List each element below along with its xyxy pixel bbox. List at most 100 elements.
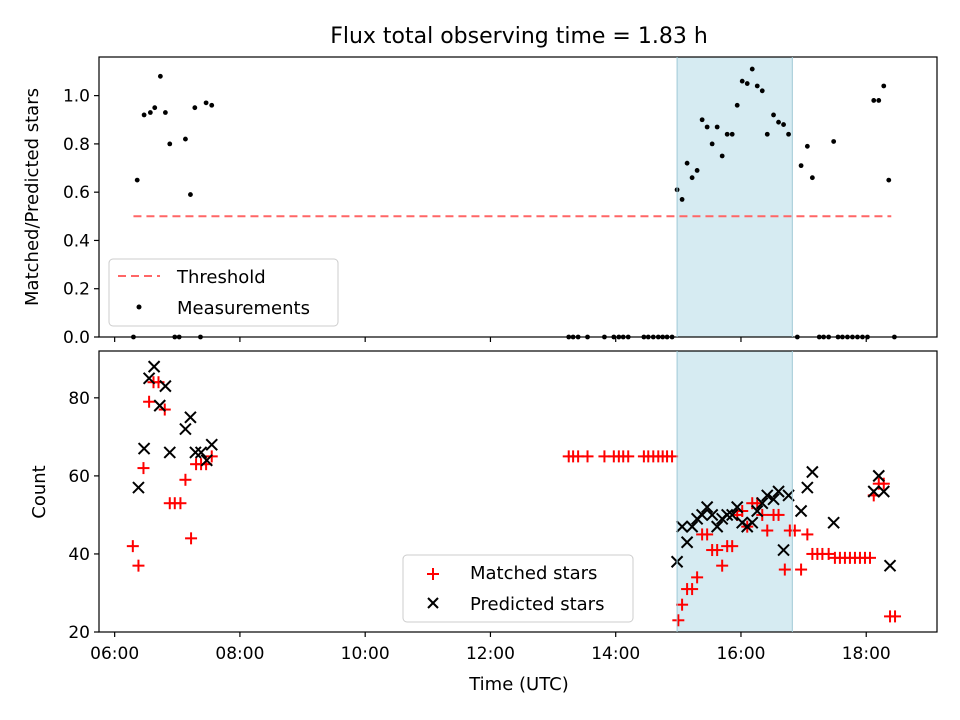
count-panel-shaded-interval <box>677 351 793 632</box>
predicted-stars-point <box>675 520 689 533</box>
predicted-stars-point <box>794 504 808 518</box>
predicted-stars-point <box>142 372 156 385</box>
matched-stars-point <box>691 571 704 584</box>
measurement-point <box>786 131 791 137</box>
predicted-stars-point <box>700 500 714 514</box>
measurement-point <box>804 143 810 149</box>
ratio-panel-legend: Threshold Measurements <box>108 258 339 327</box>
predicted-stars-point <box>153 399 166 412</box>
predicted-stars-point <box>205 438 218 451</box>
measurement-point <box>771 112 776 118</box>
matched-stars-point <box>676 598 689 611</box>
measurement-point <box>886 177 892 183</box>
matched-stars-point <box>666 450 679 463</box>
measurement-point <box>876 98 882 103</box>
predicted-stars-point <box>184 411 197 424</box>
measurement-point <box>141 112 147 118</box>
measurement-point <box>157 73 163 79</box>
predicted-stars-point <box>200 454 213 467</box>
measurement-point <box>754 83 760 89</box>
predicted-stars-point <box>806 465 819 479</box>
predicted-stars-point <box>877 485 890 498</box>
matched-stars-point <box>132 559 145 572</box>
predicted-stars-point <box>756 497 769 510</box>
matched-stars-point <box>143 395 156 408</box>
ratio-panel-shaded-interval <box>677 57 793 337</box>
matched-stars-point <box>761 524 774 537</box>
predicted-stars-point <box>746 516 759 529</box>
y-tick-label: 80 <box>68 389 90 409</box>
matched-stars-point <box>622 450 635 463</box>
ratio-panel-ylabel: Matched/Predicted stars <box>22 88 43 306</box>
measurement-point <box>724 131 730 137</box>
x-axis-label: Time (UTC) <box>468 674 569 695</box>
predicted-stars-point <box>705 508 719 522</box>
measurement-point <box>881 83 887 89</box>
measurement-point <box>809 175 815 181</box>
matched-stars-point <box>581 450 594 463</box>
count-panel-ylabel: Count <box>29 465 50 518</box>
measurement-point <box>162 110 168 115</box>
measurement-point <box>684 160 690 166</box>
predicted-stars-point <box>159 379 172 393</box>
matched-stars-point <box>801 528 814 541</box>
x-tick-label: 18:00 <box>842 644 891 664</box>
legend-measurements-swatch <box>136 304 142 310</box>
matched-stars-point <box>716 559 729 572</box>
predicted-stars-point <box>867 485 880 498</box>
measurement-point <box>776 119 781 125</box>
measurement-point <box>729 131 735 137</box>
matched-stars-point <box>179 473 192 486</box>
predicted-stars-point <box>163 446 176 459</box>
predicted-stars-point <box>767 493 780 506</box>
predicted-stars-point <box>720 508 734 522</box>
count-panel: 20 40 60 80 06:00 08:00 10:00 12:00 14:00 16:00 1… <box>29 350 938 695</box>
measurement-point <box>831 139 837 144</box>
predicted-stars-point <box>710 520 724 533</box>
matched-stars-point <box>711 544 724 557</box>
figure-title: Flux total observing time = 1.83 h <box>330 24 708 49</box>
predicted-stars-point <box>137 442 151 455</box>
predicted-stars-point <box>189 446 202 459</box>
measurement-point <box>188 192 193 197</box>
measurement-point <box>739 78 745 84</box>
measurement-point <box>192 105 198 111</box>
predicted-stars-point <box>685 520 699 533</box>
measurement-point <box>781 122 786 127</box>
measurement-point <box>203 100 209 106</box>
matched-stars-point <box>772 508 785 521</box>
predicted-stars-point <box>827 516 840 529</box>
predicted-stars-point <box>777 543 790 557</box>
x-tick-label: 14:00 <box>591 644 640 664</box>
matched-stars-point <box>672 614 685 627</box>
legend-matched-swatch <box>427 568 439 580</box>
y-tick-label: 0.8 <box>63 135 90 155</box>
measurement-point <box>749 66 755 72</box>
predicted-stars-point <box>132 481 145 494</box>
y-tick-label: 0.4 <box>63 231 90 251</box>
predicted-stars-point <box>801 481 814 494</box>
matched-stars-point <box>863 551 876 564</box>
matched-stars-point <box>185 532 198 545</box>
predicted-stars-point <box>147 360 161 373</box>
matched-stars-point <box>778 563 791 576</box>
measurement-point <box>147 110 153 115</box>
legend-frame <box>108 258 339 327</box>
ratio-panel-frame <box>98 56 938 338</box>
ratio-panel: 0.0 0.2 0.4 0.6 0.8 1.0 Matched/Predicted sta… <box>22 56 938 348</box>
predicted-stars-point <box>695 508 709 522</box>
legend-threshold-label: Threshold <box>176 267 266 288</box>
measurement-point <box>134 177 140 183</box>
predicted-stars-point <box>194 446 208 459</box>
legend-predicted-label: Predicted stars <box>470 594 604 615</box>
predicted-stars-point <box>725 508 739 522</box>
matched-stars-point <box>126 540 139 553</box>
measurement-point <box>714 124 720 130</box>
measurement-point <box>167 141 173 147</box>
measurement-point <box>152 105 158 111</box>
legend-matched-label: Matched stars <box>470 563 597 584</box>
x-tick-label: 16:00 <box>716 644 765 664</box>
predicted-stars-point <box>751 504 764 518</box>
measurement-point <box>183 136 188 142</box>
